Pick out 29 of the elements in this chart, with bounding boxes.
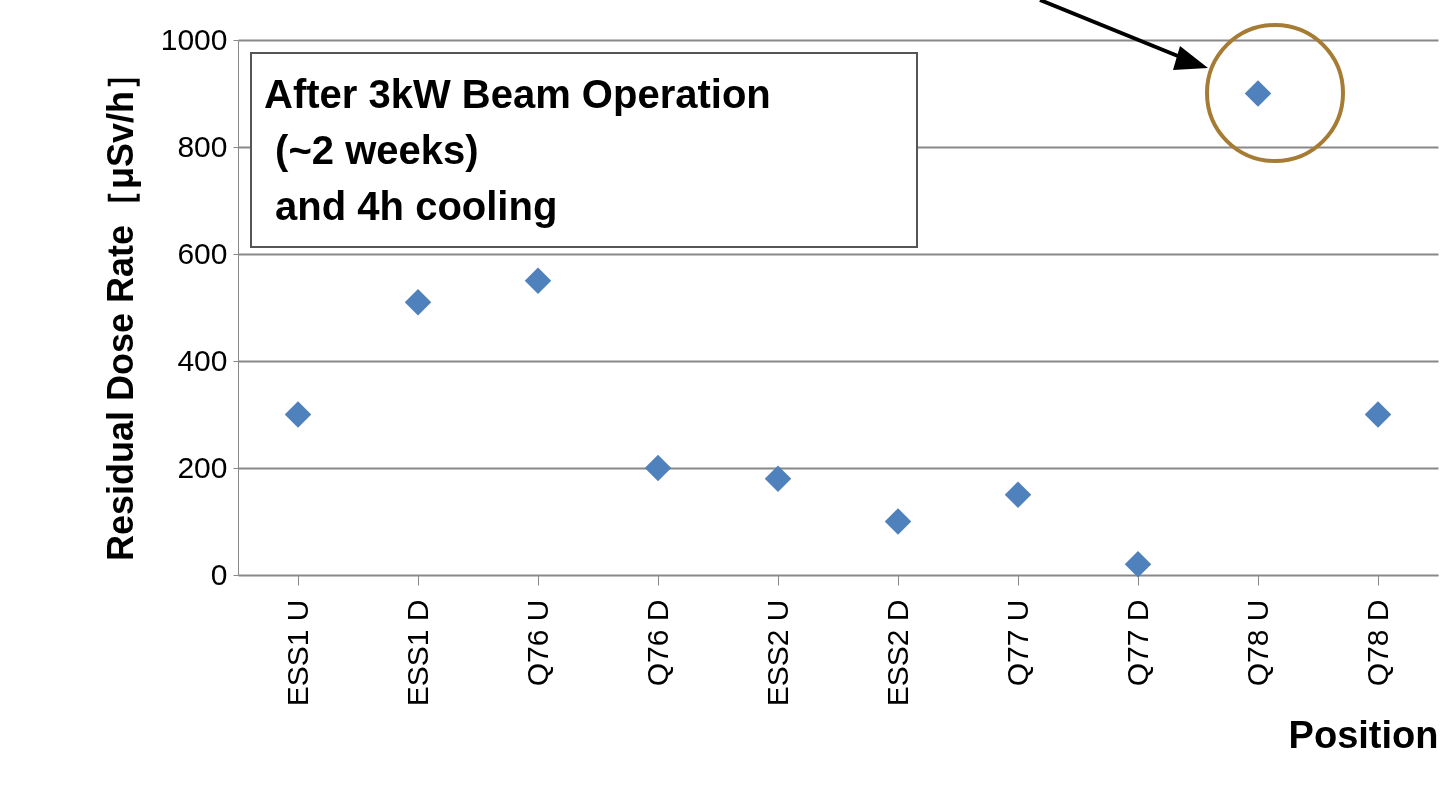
point [284, 401, 312, 428]
x-tick-label: Q78 U [1240, 599, 1274, 687]
point [404, 288, 432, 316]
y-tick-label: 0 [210, 557, 228, 591]
point [764, 465, 792, 492]
x-tick-label: Q78 D [1360, 599, 1394, 687]
point [884, 508, 912, 535]
x-tick-label: ESS1 D [400, 599, 434, 707]
y-axis-title: Residual Dose Rate［μSv/h］ [99, 54, 141, 562]
x-tick-label: Q77 D [1120, 599, 1154, 687]
point [644, 454, 672, 482]
y-tick-label: 1000 [160, 22, 228, 56]
point [1244, 80, 1272, 107]
point [524, 267, 552, 294]
x-tick-label: ESS2 U [760, 599, 794, 707]
point [1364, 401, 1392, 428]
x-tick-label: Q76 U [520, 599, 554, 687]
y-tick-label: 600 [177, 236, 228, 270]
point [1004, 481, 1032, 508]
y-tick-label: 400 [177, 343, 228, 377]
y-tick-label: 200 [177, 450, 228, 484]
point [1124, 551, 1152, 578]
y-tick-label: 800 [177, 129, 228, 163]
x-tick-label: Q77 U [1000, 599, 1034, 687]
x-tick-label: Q76 D [640, 599, 674, 687]
x-axis-title: Position [1288, 714, 1439, 757]
text-box: After 3kW Beam Operation (~2 weeks) and 4h cooling [250, 52, 918, 248]
x-tick-label: ESS1 U [280, 599, 314, 707]
x-tick-label: ESS2 D [880, 599, 914, 707]
